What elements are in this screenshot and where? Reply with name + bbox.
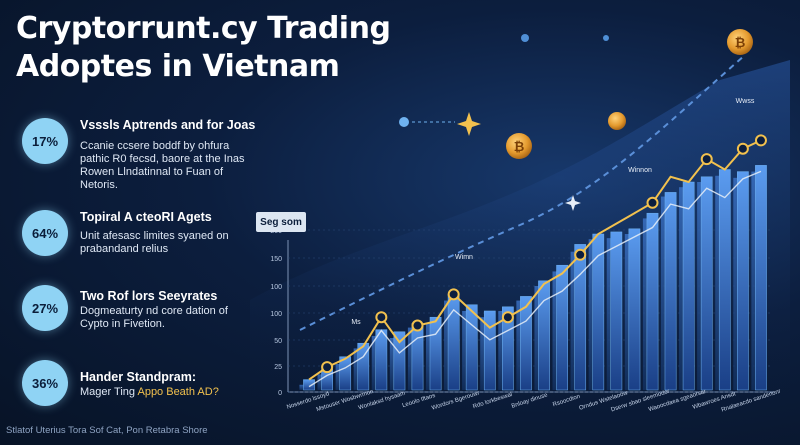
series-point — [700, 153, 713, 166]
chart-annotation: Wimn — [455, 254, 473, 261]
bar — [375, 329, 388, 391]
bar — [556, 264, 568, 391]
bar — [755, 165, 767, 391]
coin-icon: ₿ — [727, 29, 753, 55]
bar — [700, 176, 713, 391]
legend-label: Seg som — [256, 212, 306, 232]
bar — [393, 331, 406, 391]
svg-text:₿: ₿ — [735, 36, 746, 51]
y-tick-label: 100 — [270, 284, 282, 291]
page-title: Cryptorrunt.cy Trading Adoptes in Vietna… — [16, 10, 416, 86]
stat-heading: Two Rof lors Seeyrates — [80, 289, 218, 303]
coin-icon — [608, 112, 626, 130]
chart-annotation: Wwss — [736, 98, 755, 105]
chart-annotations: Wimn Winnon Ms Wwss — [351, 98, 754, 326]
series-point — [447, 288, 460, 301]
stat-body-line: Ccanie ccsere boddf by ohfura — [80, 140, 230, 152]
bars — [303, 165, 767, 391]
bar — [538, 280, 550, 391]
dot-icon — [521, 34, 529, 42]
dot-icon — [603, 35, 609, 41]
series-point — [574, 248, 587, 261]
bar — [628, 228, 641, 391]
stat-body: Ccanie ccsere boddf by ohfura pathic R0 … — [80, 140, 270, 192]
series-point — [321, 361, 334, 374]
dot-icon — [399, 117, 409, 127]
stat-highlight: Appo Beath AD? — [137, 386, 219, 398]
stat-heading: Hander Standpram: — [80, 370, 196, 384]
stat-body-line: prabandand relius — [80, 243, 169, 255]
y-tick-label: 25 — [274, 364, 282, 371]
bar — [447, 294, 460, 391]
bar — [718, 169, 731, 391]
y-tick-label: 0 — [278, 390, 282, 397]
stat-body-line: pathic R0 fecsd, baore at the Inas — [80, 153, 245, 165]
series-point — [375, 311, 388, 324]
series-point — [736, 142, 749, 155]
stat-body: Dogmeaturty nd core dation of Cypto in F… — [80, 305, 270, 331]
white-series — [308, 170, 762, 388]
bar — [520, 296, 532, 391]
stat-heading: Vsssls Aptrends and for Joas — [80, 118, 256, 132]
stat-body: Mager Ting Appo Beath AD? — [80, 386, 270, 399]
bar — [592, 233, 605, 391]
stat-body-line: Netoris. — [80, 179, 118, 191]
y-tick-label: 100 — [270, 311, 282, 318]
y-tick-label: 150 — [270, 256, 282, 263]
gold-series — [308, 134, 767, 381]
stat-badge: 27% — [22, 285, 68, 331]
bar — [339, 356, 352, 391]
stat-badge: 64% — [22, 210, 68, 256]
svg-text:₿: ₿ — [514, 140, 525, 155]
bar — [429, 316, 442, 391]
stat-badge: 36% — [22, 360, 68, 406]
bar — [737, 171, 749, 391]
stat-body-line: Mager Ting — [80, 386, 138, 398]
bar — [610, 231, 623, 391]
stat-body-line: Dogmeaturty nd core dation of — [80, 305, 228, 317]
stat-body-line: Unit afesasc limites syaned on — [80, 230, 229, 242]
chart-annotation: Ms — [351, 319, 361, 326]
series-point — [754, 134, 767, 147]
bar — [411, 323, 424, 391]
bar — [574, 244, 587, 391]
sparkle-icon — [565, 195, 581, 211]
coin-icon: ₿ — [506, 133, 532, 159]
bar — [502, 306, 514, 391]
series-point — [411, 319, 424, 332]
chart-annotation: Winnon — [628, 167, 652, 174]
stat-body-line: Cypto in Fivetion. — [80, 318, 165, 330]
bar — [483, 310, 496, 391]
series-point — [646, 196, 659, 209]
stat-body-line: Rowen Llndatinnal to Fuan of — [80, 166, 224, 178]
stat-heading: Topiral A cteoRI Agets — [80, 210, 212, 224]
sparkle-icon — [457, 112, 481, 136]
series-line-white — [308, 170, 762, 388]
bar — [682, 181, 695, 391]
title-line-2: Adoptes in Vietnam — [16, 49, 340, 84]
title-line-1: Cryptorrunt.cy Trading — [16, 11, 391, 46]
bar — [664, 192, 677, 391]
bar — [357, 342, 370, 391]
series-point — [501, 311, 514, 324]
trend-arrow — [299, 54, 746, 331]
stat-badge: 17% — [22, 118, 68, 164]
stat-body: Unit afesasc limites syaned on prabandan… — [80, 230, 270, 256]
bar — [465, 304, 478, 391]
bar — [646, 212, 659, 391]
y-tick-label: 50 — [274, 338, 282, 345]
footer-note: Stlatof Uterius Tora Sof Cat, Pon Retabr… — [6, 425, 208, 436]
